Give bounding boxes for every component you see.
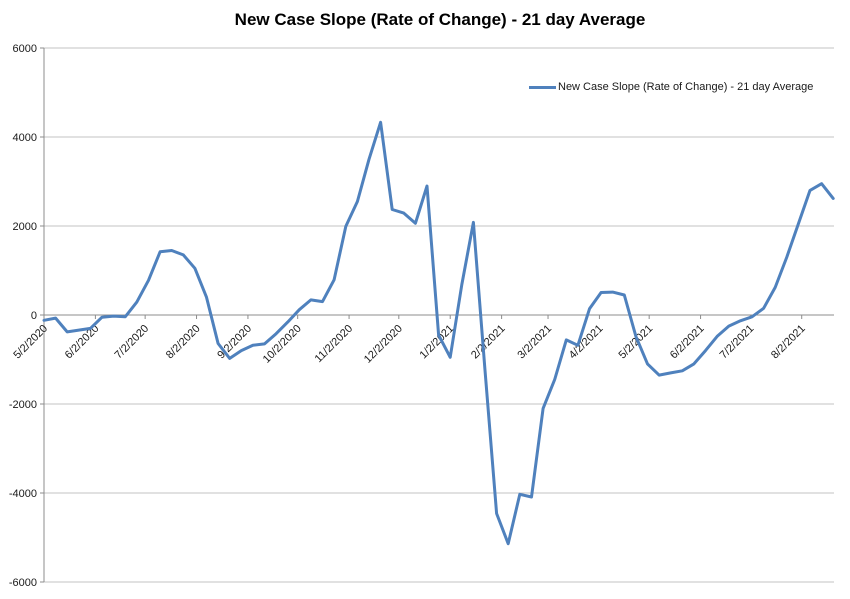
y-axis: 6000 4000 2000 0 -2000 -4000 -6000 bbox=[9, 43, 45, 589]
x-axis-tick-label: 11/2/2020 bbox=[313, 323, 356, 366]
x-axis-tick-label: 12/2/2020 bbox=[362, 323, 405, 366]
y-axis-tick-label: -4000 bbox=[9, 488, 37, 500]
x-axis-tick-label: 7/2/2020 bbox=[112, 323, 151, 362]
x-axis-tick-label: 8/2/2020 bbox=[164, 323, 203, 362]
series-line bbox=[42, 120, 835, 546]
y-axis-tick-label: 4000 bbox=[13, 132, 37, 144]
gridlines bbox=[44, 47, 834, 583]
x-axis-tick-label: 3/2/2021 bbox=[515, 323, 554, 362]
chart-title: New Case Slope (Rate of Change) - 21 day… bbox=[234, 10, 646, 29]
legend: New Case Slope (Rate of Change) - 21 day… bbox=[529, 81, 813, 93]
y-axis-tick-label: -6000 bbox=[9, 577, 37, 589]
x-axis: 5/2/2020 6/2/2020 7/2/2020 8/2/2020 9/2/2020… bbox=[11, 314, 834, 366]
x-axis-tick-label: 7/2/2021 bbox=[718, 323, 757, 362]
y-axis-tick-label: 0 bbox=[31, 310, 37, 322]
y-axis-tick-label: 2000 bbox=[13, 221, 37, 233]
y-axis-tick-label: 6000 bbox=[13, 43, 37, 55]
x-axis-tick-label: 5/2/2021 bbox=[617, 323, 656, 362]
y-axis-tick-label: -2000 bbox=[9, 399, 37, 411]
legend-series-line-icon bbox=[529, 85, 556, 89]
x-axis-tick-label: 8/2/2021 bbox=[769, 323, 808, 362]
x-axis-tick-label: 2/2/2021 bbox=[469, 323, 508, 362]
legend-series-label: New Case Slope (Rate of Change) - 21 day… bbox=[558, 81, 814, 93]
